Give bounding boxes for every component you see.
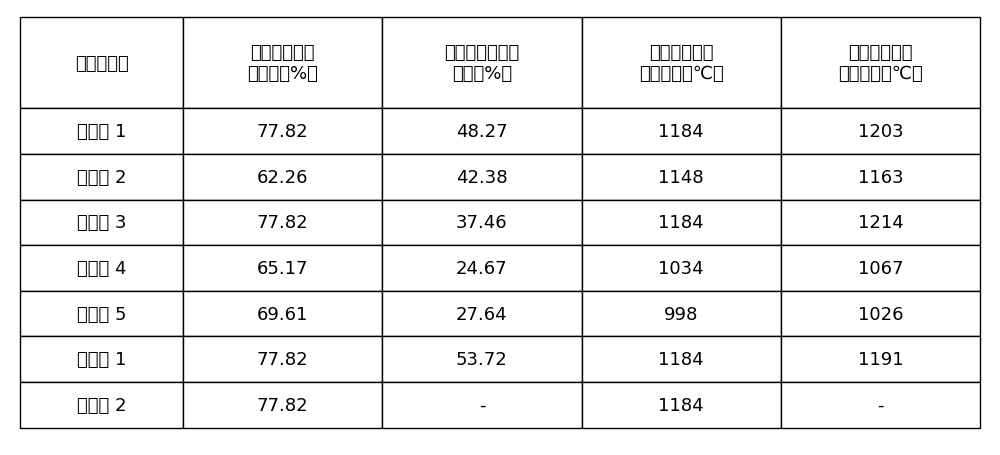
Bar [582, 382, 781, 428]
Text: -: - [877, 396, 884, 414]
Text: 69.61: 69.61 [257, 305, 308, 323]
Text: 处理后钾的析出
比例（%）: 处理后钾的析出 比例（%） [444, 44, 520, 83]
Text: 27.64: 27.64 [456, 305, 508, 323]
Text: 53.72: 53.72 [456, 350, 508, 369]
Text: 1067: 1067 [858, 259, 903, 278]
Bar [382, 291, 582, 337]
Bar [183, 291, 382, 337]
Text: 1184: 1184 [658, 396, 704, 414]
Bar [20, 18, 183, 109]
Bar [183, 382, 382, 428]
Text: 1184: 1184 [658, 123, 704, 141]
Bar [781, 18, 980, 109]
Text: 77.82: 77.82 [257, 396, 308, 414]
Text: 37.46: 37.46 [456, 214, 508, 232]
Text: 77.82: 77.82 [257, 350, 308, 369]
Text: 对比例 2: 对比例 2 [77, 396, 126, 414]
Text: 处理后灰熔融
变形温度（℃）: 处理后灰熔融 变形温度（℃） [838, 44, 923, 83]
Bar [582, 246, 781, 291]
Bar [382, 337, 582, 382]
Text: 77.82: 77.82 [257, 214, 308, 232]
Text: -: - [479, 396, 485, 414]
Text: 1184: 1184 [658, 214, 704, 232]
Bar [382, 18, 582, 109]
Bar [183, 18, 382, 109]
Bar [582, 109, 781, 155]
Bar [582, 200, 781, 246]
Text: 1148: 1148 [658, 168, 704, 187]
Bar [183, 200, 382, 246]
Bar [183, 109, 382, 155]
Bar [582, 337, 781, 382]
Bar [582, 291, 781, 337]
Text: 生物质燃料: 生物质燃料 [75, 55, 128, 73]
Text: 实施例 1: 实施例 1 [77, 123, 126, 141]
Bar [382, 382, 582, 428]
Bar [781, 155, 980, 200]
Text: 998: 998 [664, 305, 698, 323]
Bar [20, 337, 183, 382]
Text: 77.82: 77.82 [257, 123, 308, 141]
Text: 1034: 1034 [658, 259, 704, 278]
Text: 对比例 1: 对比例 1 [77, 350, 126, 369]
Text: 处理前灰熔融
变形温度（℃）: 处理前灰熔融 变形温度（℃） [639, 44, 724, 83]
Text: 1026: 1026 [858, 305, 903, 323]
Text: 24.67: 24.67 [456, 259, 508, 278]
Text: 62.26: 62.26 [257, 168, 308, 187]
Text: 实施例 3: 实施例 3 [77, 214, 126, 232]
Text: 实施例 5: 实施例 5 [77, 305, 126, 323]
Bar [20, 382, 183, 428]
Bar [781, 246, 980, 291]
Bar [183, 337, 382, 382]
Bar [781, 200, 980, 246]
Bar [183, 246, 382, 291]
Bar [781, 109, 980, 155]
Bar [20, 291, 183, 337]
Bar [382, 109, 582, 155]
Bar [382, 155, 582, 200]
Bar [20, 200, 183, 246]
Bar [781, 382, 980, 428]
Text: 1184: 1184 [658, 350, 704, 369]
Text: 65.17: 65.17 [257, 259, 308, 278]
Text: 处理前钾的析
出比例（%）: 处理前钾的析 出比例（%） [247, 44, 318, 83]
Text: 42.38: 42.38 [456, 168, 508, 187]
Bar [781, 291, 980, 337]
Bar [20, 109, 183, 155]
Text: 实施例 4: 实施例 4 [77, 259, 126, 278]
Text: 1191: 1191 [858, 350, 903, 369]
Bar [382, 200, 582, 246]
Text: 1214: 1214 [858, 214, 903, 232]
Text: 1203: 1203 [858, 123, 903, 141]
Text: 1163: 1163 [858, 168, 903, 187]
Text: 实施例 2: 实施例 2 [77, 168, 126, 187]
Bar [183, 155, 382, 200]
Text: 48.27: 48.27 [456, 123, 508, 141]
Bar [20, 155, 183, 200]
Bar [582, 155, 781, 200]
Bar [582, 18, 781, 109]
Bar [20, 246, 183, 291]
Bar [382, 246, 582, 291]
Bar [781, 337, 980, 382]
